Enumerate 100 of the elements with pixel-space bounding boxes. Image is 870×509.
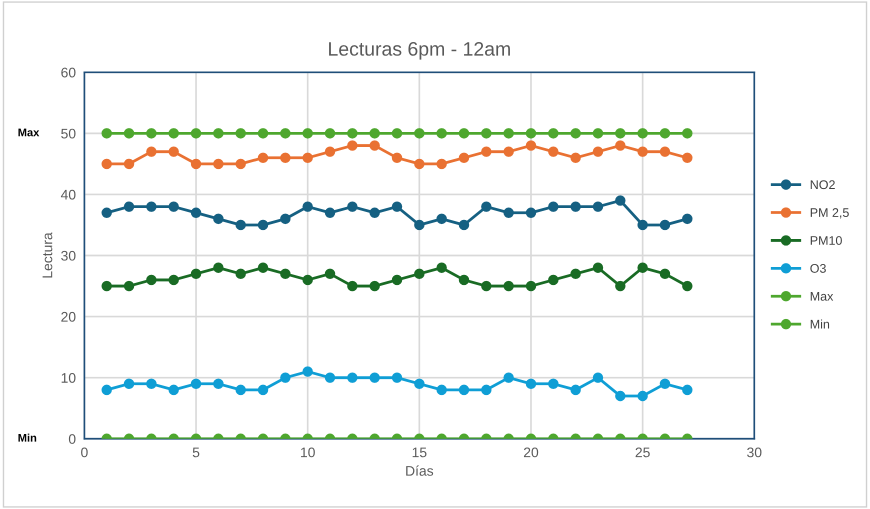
point	[302, 152, 313, 163]
point	[347, 128, 358, 139]
point	[302, 366, 313, 377]
point	[660, 268, 670, 280]
point	[235, 158, 246, 170]
point	[570, 384, 581, 396]
point	[258, 220, 268, 230]
point	[102, 158, 112, 170]
y-tick-label: 10	[62, 373, 76, 383]
point	[258, 128, 268, 139]
text: Min	[18, 434, 36, 442]
point	[280, 268, 291, 280]
point	[414, 220, 425, 230]
point	[213, 378, 224, 389]
point	[570, 268, 581, 280]
point	[280, 128, 291, 139]
point	[347, 372, 358, 383]
point	[146, 201, 157, 212]
x-tick-label: 30	[747, 447, 762, 458]
point	[436, 214, 447, 224]
x-tick-label: 10	[301, 447, 315, 458]
point	[190, 128, 202, 139]
point	[548, 201, 559, 212]
point	[369, 280, 380, 292]
point	[526, 128, 536, 139]
point	[324, 208, 336, 218]
point	[190, 208, 202, 218]
point	[503, 208, 514, 218]
point	[235, 220, 246, 230]
point	[436, 128, 447, 139]
y-tick-label: 50	[61, 128, 76, 139]
point	[458, 220, 470, 230]
text: Max	[18, 128, 40, 136]
point	[190, 268, 202, 280]
point	[146, 378, 157, 389]
point	[414, 128, 425, 139]
point	[146, 274, 157, 286]
x-tick-label: 0	[81, 447, 88, 458]
point	[637, 146, 648, 157]
point	[124, 280, 134, 292]
point	[392, 128, 402, 139]
point	[168, 384, 179, 396]
point	[213, 158, 224, 170]
point	[168, 128, 179, 139]
y-tick-label: 40	[60, 190, 76, 200]
y-tick-label: 30	[61, 250, 76, 261]
point	[302, 128, 313, 139]
point	[682, 152, 693, 163]
point	[392, 274, 402, 286]
point	[481, 280, 492, 292]
point	[481, 201, 492, 212]
point	[235, 268, 246, 280]
point	[592, 372, 604, 383]
x-tick-label: 20	[524, 447, 538, 458]
point	[592, 128, 604, 139]
point	[347, 280, 358, 292]
point	[324, 128, 336, 139]
point	[481, 384, 492, 396]
point	[392, 372, 402, 383]
point	[548, 274, 559, 286]
point	[436, 262, 447, 273]
point	[280, 152, 291, 163]
x-axis-title: Días	[406, 465, 434, 476]
point	[637, 128, 648, 139]
point	[660, 128, 670, 139]
point	[570, 128, 581, 139]
point	[592, 262, 604, 273]
point	[213, 262, 224, 273]
point	[414, 158, 425, 170]
point	[369, 372, 380, 383]
point	[414, 378, 425, 389]
legend-label: NO2	[810, 180, 835, 190]
point	[213, 128, 224, 139]
point	[526, 280, 536, 292]
point	[392, 201, 402, 212]
point	[660, 378, 670, 389]
point	[258, 384, 268, 396]
point	[682, 280, 693, 292]
point	[102, 280, 112, 292]
point	[503, 280, 514, 292]
point	[102, 384, 112, 396]
point	[168, 146, 179, 157]
point	[481, 128, 492, 139]
point	[458, 152, 470, 163]
point	[124, 158, 134, 170]
point	[324, 372, 336, 383]
point	[436, 158, 447, 170]
y-tick-label: 20	[61, 312, 76, 322]
x-tick-label: 25	[636, 447, 650, 458]
point	[548, 378, 559, 389]
point	[548, 128, 559, 139]
point	[615, 140, 626, 151]
point	[570, 201, 581, 212]
point	[592, 201, 604, 212]
point	[124, 378, 134, 389]
point	[302, 274, 313, 286]
point	[190, 378, 202, 389]
point	[682, 384, 693, 396]
point	[660, 220, 670, 230]
point	[280, 372, 291, 383]
